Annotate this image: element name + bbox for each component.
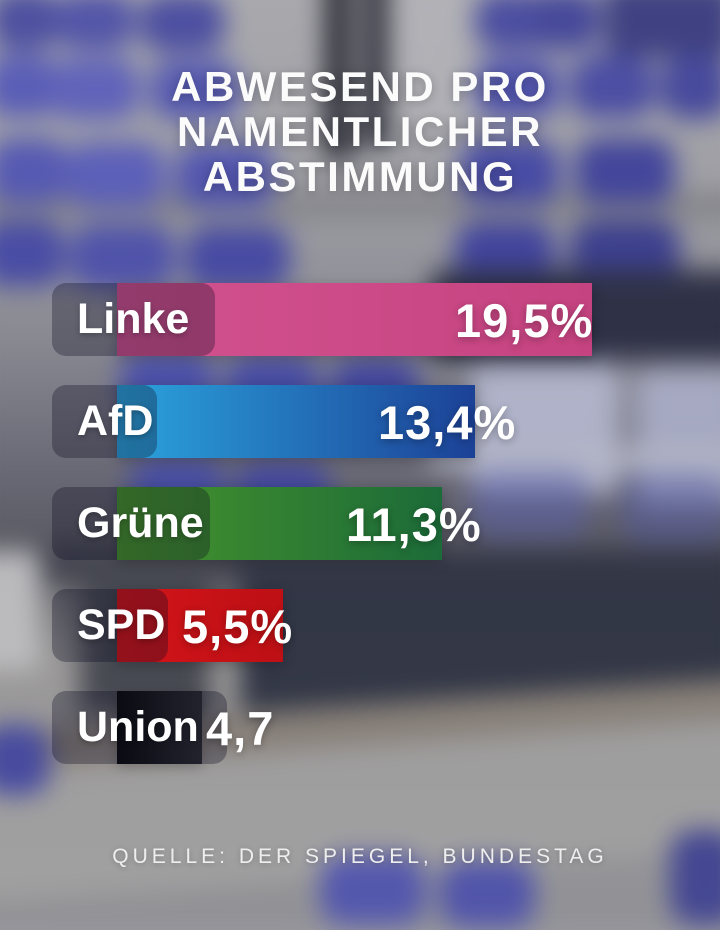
party-label-linke: Linke	[77, 295, 190, 343]
bar-gruene	[117, 487, 442, 560]
value-label-linke: 19,5%	[455, 294, 594, 347]
party-label-gruene: Grüne	[77, 499, 204, 547]
label-chip-union	[52, 691, 227, 764]
party-label-union: Union	[77, 703, 199, 751]
bar-row-gruene: Grüne 11,3%	[0, 487, 720, 560]
value-label-afd: 13,4%	[378, 396, 517, 449]
bar-spd	[117, 589, 283, 662]
title-line-3: ABSTIMMUNG	[202, 153, 518, 200]
bar-afd	[117, 385, 475, 458]
value-label-gruene: 11,3%	[346, 498, 482, 551]
party-label-afd: AfD	[77, 397, 154, 445]
bar-row-union: Union 4,7	[0, 691, 720, 764]
label-chip-afd	[52, 385, 157, 458]
label-chip-gruene	[52, 487, 210, 560]
party-label-spd: SPD	[77, 601, 166, 649]
bar-row-linke: Linke 19,5%	[0, 283, 720, 356]
title-line-1: ABWESEND PRO	[171, 63, 549, 110]
title-line-2: NAMENTLICHER	[177, 108, 543, 155]
value-label-union: 4,7	[206, 702, 275, 755]
bar-row-spd: SPD 5,5%	[0, 589, 720, 662]
label-chip-spd	[52, 589, 168, 662]
bar-union	[117, 691, 202, 764]
label-chip-linke	[52, 283, 215, 356]
value-label-spd: 5,5%	[182, 600, 294, 653]
bar-row-afd: AfD 13,4%	[0, 385, 720, 458]
bar-linke	[117, 283, 592, 356]
chart-title: ABWESEND PRO NAMENTLICHER ABSTIMMUNG	[0, 64, 720, 199]
source-credit: QUELLE: DER SPIEGEL, BUNDESTAG	[112, 845, 608, 868]
